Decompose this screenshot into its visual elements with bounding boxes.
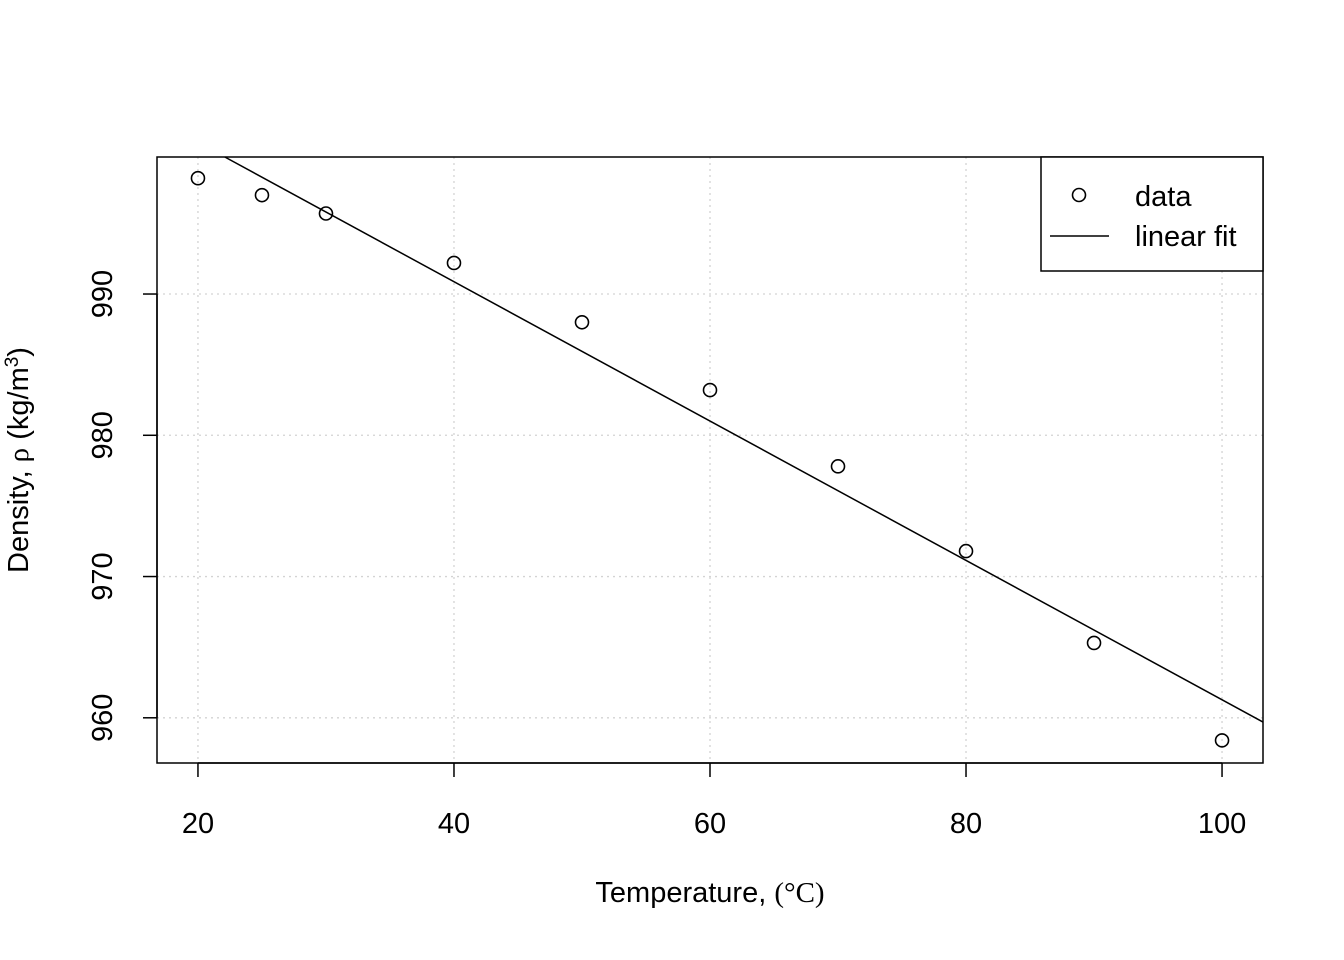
legend-label-data: data <box>1135 181 1192 213</box>
x-tick-label-20: 20 <box>182 808 214 840</box>
y-axis-title: Density, ρ (kg/m3) <box>2 347 35 573</box>
legend-box <box>1040 156 1264 272</box>
x-tick-label-40: 40 <box>438 808 470 840</box>
y-tick-label-980: 980 <box>87 411 119 459</box>
data-point <box>830 459 846 474</box>
fit-line <box>224 156 1264 723</box>
data-point <box>702 382 718 398</box>
data-point <box>190 170 206 186</box>
data-point <box>958 543 974 559</box>
fit-line-group <box>224 156 1264 723</box>
data-point <box>574 314 590 330</box>
y-tick-label-960: 960 <box>87 694 119 742</box>
grid <box>157 157 1263 763</box>
x-tick-label-100: 100 <box>1198 808 1246 840</box>
y-axis: 960 970 980 990 <box>87 270 158 742</box>
x-axis: 20 40 60 80 100 <box>182 762 1246 840</box>
y-tick-label-990: 990 <box>87 270 119 318</box>
y-tick-label-970: 970 <box>87 552 119 600</box>
data-points <box>190 170 1230 748</box>
data-point <box>254 187 270 203</box>
legend-label-linear-fit: linear fit <box>1135 221 1237 253</box>
legend-point-key <box>1071 187 1087 203</box>
data-point <box>446 255 462 271</box>
x-axis-title: Temperature, (°C) <box>595 877 824 909</box>
legend: data linear fit <box>1040 156 1264 272</box>
data-point <box>1086 635 1102 651</box>
x-tick-label-60: 60 <box>694 808 726 840</box>
data-point <box>318 206 334 221</box>
x-tick-label-80: 80 <box>950 808 982 840</box>
data-point <box>1214 733 1230 748</box>
